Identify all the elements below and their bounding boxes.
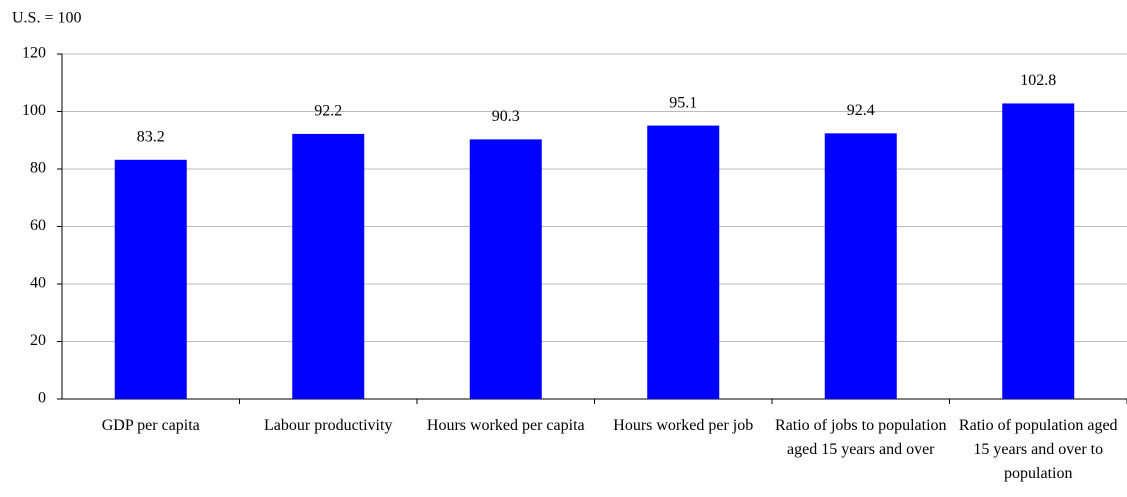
bar <box>114 159 187 399</box>
data-label: 92.2 <box>314 103 342 120</box>
x-tick-label: Ratio of jobs to population aged 15 year… <box>774 417 947 458</box>
y-axis-title: U.S. = 100 <box>12 10 81 27</box>
y-tick-label: 100 <box>22 102 46 119</box>
x-tick-label: GDP per capita <box>101 417 200 434</box>
y-tick-label: 40 <box>30 275 46 292</box>
y-tick-label: 80 <box>30 160 46 177</box>
x-tick-label: Labour productivity <box>264 417 393 434</box>
data-label: 90.3 <box>492 108 520 125</box>
data-label: 95.1 <box>669 94 697 111</box>
y-tick-label: 20 <box>30 332 46 349</box>
x-tick-label: Hours worked per capita <box>426 417 585 434</box>
y-tick-label: 0 <box>38 390 46 407</box>
data-label: 83.2 <box>137 128 165 145</box>
bar <box>292 133 365 400</box>
data-label: 102.8 <box>1020 72 1056 89</box>
y-tick-label: 120 <box>22 45 46 62</box>
bar <box>469 139 542 399</box>
bar <box>1002 103 1075 399</box>
bar <box>647 125 720 400</box>
data-label: 92.4 <box>847 102 875 119</box>
y-tick-label: 60 <box>30 217 46 234</box>
x-tick-label: Ratio of population aged 15 years and ov… <box>958 417 1118 482</box>
bar <box>824 133 897 399</box>
x-tick-label: Hours worked per job <box>613 417 754 434</box>
